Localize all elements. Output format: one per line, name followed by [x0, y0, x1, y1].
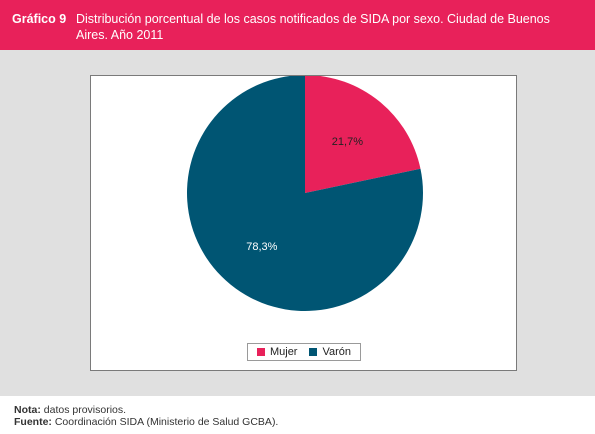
note-line: Nota: datos provisorios.: [14, 404, 278, 416]
chart-panel: 21,7% 78,3% Mujer Varón: [0, 50, 595, 396]
chart-legend: Mujer Varón: [247, 343, 361, 361]
chart-frame: 21,7% 78,3% Mujer Varón: [90, 75, 517, 371]
legend-item-varon: Varón: [309, 346, 351, 358]
pie-slice-mujer: [305, 76, 421, 193]
chart-title: Distribución porcentual de los casos not…: [76, 12, 550, 42]
data-label-varon: 78,3%: [246, 241, 277, 253]
legend-swatch-varon: [309, 348, 318, 356]
legend-item-mujer: Mujer: [256, 346, 298, 358]
chart-footer: Nota: datos provisorios. Fuente: Coordin…: [14, 404, 278, 428]
legend-label-mujer: Mujer: [269, 346, 298, 358]
note-text: datos provisorios.: [40, 404, 127, 416]
source-label: Fuente:: [14, 416, 52, 428]
legend-swatch-mujer: [256, 348, 265, 356]
source-line: Fuente: Coordinación SIDA (Ministerio de…: [14, 416, 278, 428]
legend-label-varon: Varón: [322, 346, 352, 358]
note-label: Nota:: [14, 404, 41, 416]
pie-chart: 21,7% 78,3%: [187, 76, 423, 311]
chart-header: Gráfico 9 Distribución porcentual de los…: [0, 0, 595, 50]
source-text: Coordinación SIDA (Ministerio de Salud G…: [51, 416, 279, 428]
pie-slice-varon: [187, 76, 423, 311]
chart-number-label: Gráfico 9: [12, 12, 67, 26]
data-label-mujer: 21,7%: [332, 136, 363, 148]
